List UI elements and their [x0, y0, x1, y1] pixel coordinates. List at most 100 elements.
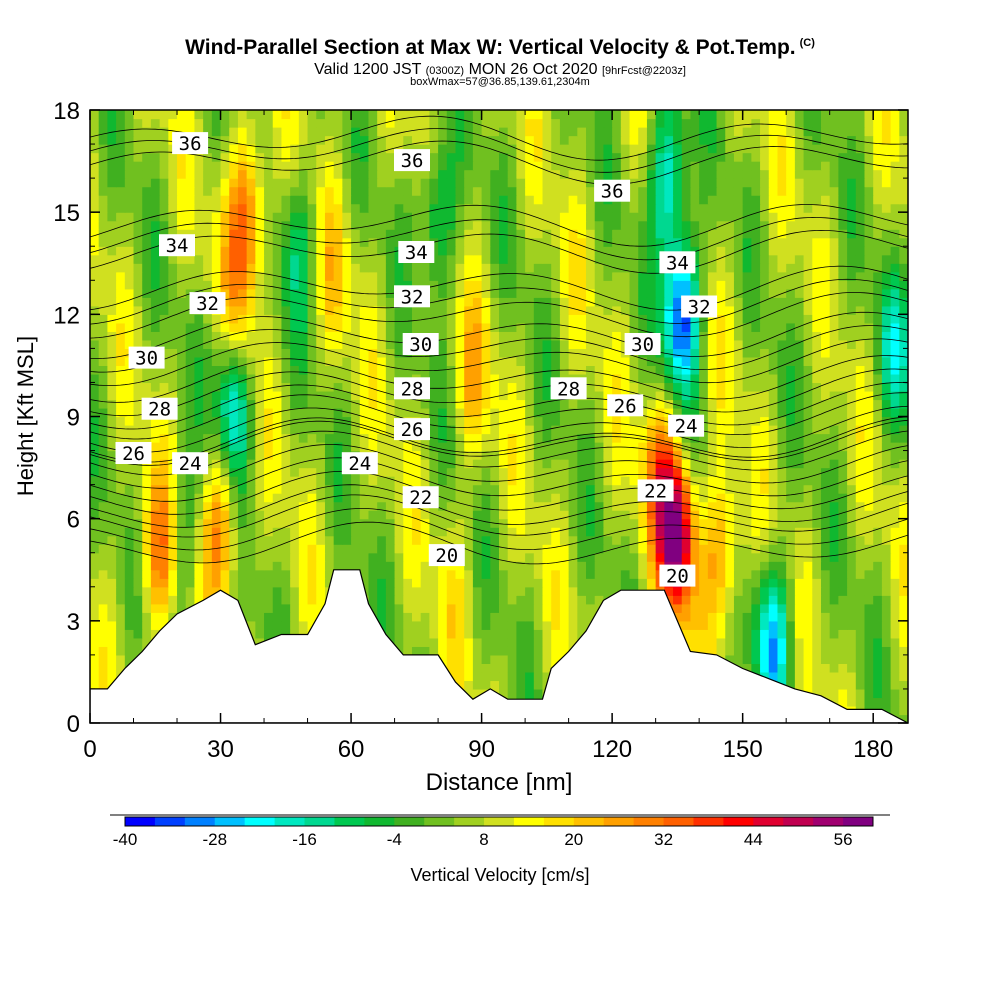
field-cell [420, 399, 430, 409]
field-cell [559, 484, 570, 494]
field-cell [116, 620, 126, 630]
field-cell [794, 552, 805, 562]
field-cell [838, 348, 848, 358]
field-cell [403, 620, 413, 630]
field-cell [368, 586, 378, 596]
field-cell [881, 663, 892, 673]
field-cell [177, 297, 187, 307]
field-cell [168, 493, 178, 503]
field-cell [220, 552, 230, 562]
field-cell [264, 552, 274, 562]
field-cell [185, 442, 196, 452]
field-cell [777, 305, 787, 315]
field-cell [516, 476, 526, 486]
field-cell [377, 544, 387, 554]
field-cell [594, 407, 605, 418]
field-cell [455, 365, 465, 375]
field-cell [420, 535, 430, 545]
field-cell [203, 425, 213, 435]
field-cell [142, 603, 152, 613]
field-cell [429, 305, 439, 315]
field-cell [890, 586, 900, 596]
field-cell [881, 433, 892, 443]
field-cell [237, 297, 248, 307]
field-cell [281, 305, 291, 315]
field-cell [220, 569, 230, 579]
field-cell [464, 339, 474, 349]
field-cell [298, 467, 309, 477]
field-cell [620, 476, 631, 486]
field-cell [90, 569, 100, 579]
field-cell [290, 416, 300, 426]
field-cell [194, 425, 204, 435]
field-cell [899, 569, 908, 579]
field-cell [150, 569, 161, 579]
field-cell [855, 663, 866, 673]
field-cell [673, 339, 683, 349]
field-cell [881, 305, 892, 315]
field-cell [594, 518, 605, 528]
field-cell [438, 586, 448, 596]
field-cell [385, 586, 396, 596]
field-cell [264, 561, 274, 571]
field-cell [655, 552, 665, 562]
field-cell [116, 288, 126, 298]
field-cell [681, 271, 692, 281]
field-cell [377, 322, 387, 332]
field-cell [177, 535, 187, 545]
field-cell [307, 442, 317, 452]
field-cell [316, 407, 326, 418]
field-cell [464, 407, 474, 418]
field-cell [751, 348, 761, 358]
field-cell [472, 620, 483, 630]
field-cell [664, 365, 674, 375]
field-cell [281, 527, 291, 537]
field-cell [777, 450, 787, 460]
field-cell [90, 654, 100, 664]
field-cell [725, 407, 735, 418]
field-cell [542, 612, 552, 622]
field-cell [481, 671, 491, 682]
field-cell [838, 288, 848, 298]
field-cell [847, 493, 857, 503]
field-cell [690, 527, 700, 537]
field-cell [820, 339, 831, 349]
field-cell [455, 603, 465, 613]
field-cell [733, 467, 744, 477]
field-cell [150, 586, 161, 596]
field-cell [603, 271, 613, 281]
field-cell [812, 680, 822, 690]
field-cell [812, 348, 822, 358]
field-cell [281, 442, 291, 452]
field-cell [377, 407, 387, 418]
field-cell [707, 510, 718, 520]
field-cell [568, 569, 578, 579]
field-cell [298, 390, 309, 401]
field-cell [794, 518, 805, 528]
field-cell [272, 476, 283, 486]
field-cell [812, 493, 822, 503]
field-cell [429, 467, 439, 477]
field-cell [507, 442, 517, 452]
field-cell [551, 501, 561, 511]
field-cell [507, 459, 517, 469]
field-cell [881, 569, 892, 579]
field-cell [324, 561, 335, 571]
field-cell [237, 356, 248, 367]
field-cell [620, 322, 631, 332]
field-cell [777, 484, 787, 494]
field-cell [98, 280, 108, 290]
field-cell [507, 433, 517, 443]
field-cell [742, 612, 752, 622]
field-cell [725, 305, 735, 315]
field-cell [394, 450, 404, 460]
field-cell [229, 331, 239, 341]
field-cell [629, 288, 639, 298]
field-cell [899, 544, 908, 554]
field-cell [820, 646, 831, 656]
field-cell [829, 348, 839, 358]
field-cell [516, 416, 526, 426]
field-cell [438, 297, 448, 307]
field-cell [255, 552, 265, 562]
field-cell [324, 382, 335, 392]
